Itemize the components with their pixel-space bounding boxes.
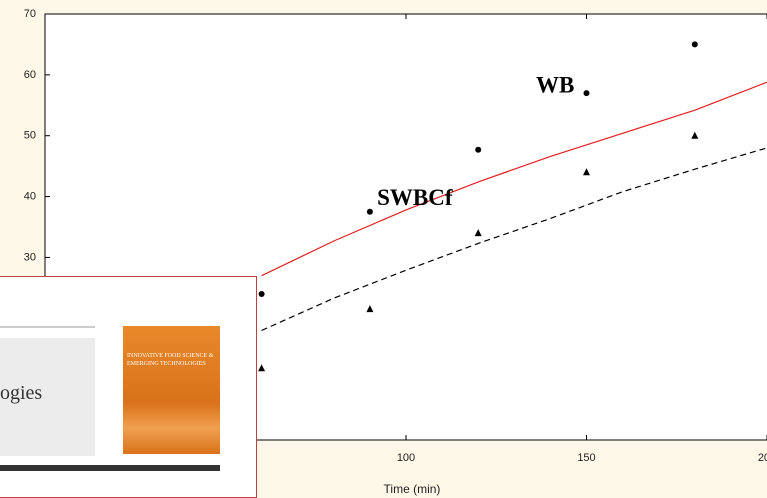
data-point	[259, 291, 265, 297]
data-point	[692, 41, 698, 47]
x-tick-label: 100	[397, 452, 415, 464]
journal-cover[interactable]: INNOVATIVE FOOD SCIENCE & EMERGING TECHN…	[123, 326, 220, 454]
annotation: SWBCf	[377, 185, 453, 210]
data-point	[367, 209, 373, 215]
journal-popup[interactable]: ogies INNOVATIVE FOOD SCIENCE & EMERGING…	[0, 276, 257, 498]
y-tick-label: 30	[24, 251, 36, 263]
y-tick-label: 60	[24, 69, 36, 81]
divider	[0, 326, 95, 328]
y-tick-label: 40	[24, 190, 36, 202]
annotation: WB	[536, 72, 574, 97]
page: 30 40 50 60 70 100 150 200 Time (min) WB SWBCf ogi…	[0, 0, 767, 498]
cover-text: INNOVATIVE FOOD SCIENCE & EMERGING TECHN…	[127, 352, 217, 368]
x-tick-label: 200	[758, 452, 767, 464]
y-tick-label: 70	[24, 8, 36, 20]
bottom-bar	[0, 465, 220, 471]
data-point	[475, 147, 481, 153]
y-tick-label: 50	[24, 130, 36, 142]
x-axis-label: Time (min)	[384, 482, 441, 496]
data-point	[584, 90, 590, 96]
title-box[interactable]: ogies	[0, 338, 95, 456]
x-tick-label: 150	[577, 452, 595, 464]
journal-title: ogies	[0, 382, 42, 405]
